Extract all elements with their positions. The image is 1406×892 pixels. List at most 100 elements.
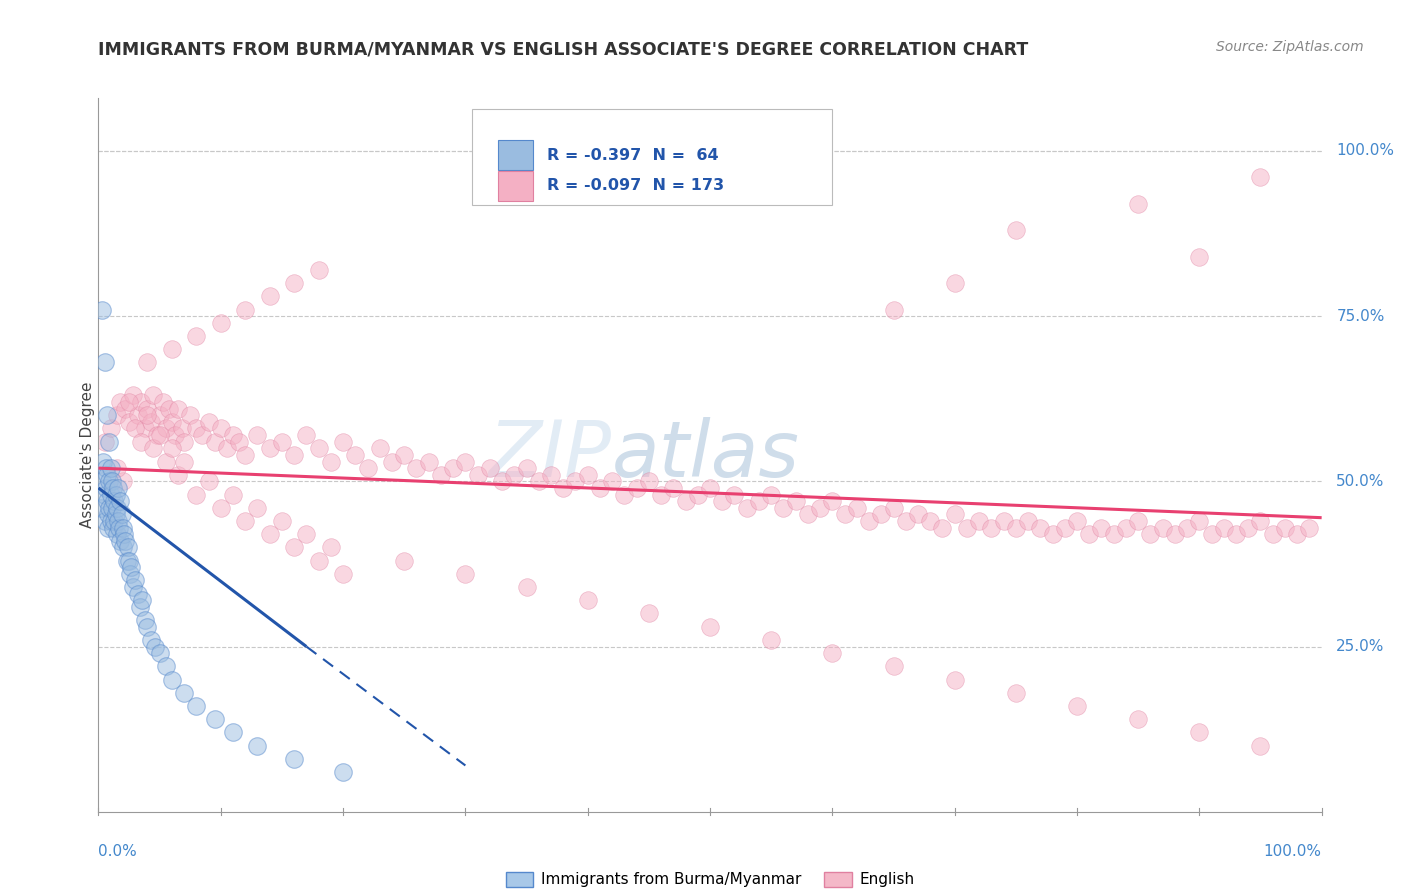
Point: [1249, 514, 1271, 528]
Point: [980, 520, 1002, 534]
Point: [540, 467, 562, 482]
Point: [454, 566, 477, 581]
Point: [160, 415, 183, 429]
Point: [1004, 520, 1026, 534]
Point: [1286, 527, 1309, 541]
Bar: [498, 170, 533, 201]
Point: [139, 415, 162, 429]
Point: [686, 487, 709, 501]
Point: [120, 566, 142, 581]
Point: [332, 765, 354, 780]
Point: [97, 520, 120, 534]
Point: [142, 442, 165, 456]
Point: [117, 541, 139, 555]
Point: [111, 541, 134, 555]
Point: [179, 409, 201, 423]
Point: [467, 467, 489, 482]
Point: [1128, 712, 1150, 726]
Point: [127, 409, 149, 423]
Text: 100.0%: 100.0%: [1336, 144, 1395, 159]
Point: [222, 487, 245, 501]
Y-axis label: Associate's Degree: Associate's Degree: [80, 382, 94, 528]
Point: [108, 520, 131, 534]
Point: [600, 475, 623, 489]
Point: [797, 508, 820, 522]
Point: [1004, 223, 1026, 237]
Point: [821, 646, 844, 660]
Point: [662, 481, 685, 495]
Point: [93, 514, 115, 528]
Point: [332, 566, 354, 581]
Point: [96, 494, 118, 508]
Point: [139, 632, 162, 647]
Point: [233, 514, 256, 528]
Point: [319, 454, 342, 468]
Point: [1164, 527, 1187, 541]
Point: [114, 533, 136, 548]
Point: [1298, 520, 1320, 534]
Point: [209, 500, 232, 515]
Point: [120, 560, 142, 574]
Point: [332, 434, 354, 449]
Point: [418, 454, 440, 468]
Point: [191, 428, 214, 442]
Point: [111, 508, 134, 522]
Point: [405, 461, 427, 475]
Point: [233, 302, 256, 317]
Point: [103, 514, 125, 528]
FancyBboxPatch shape: [471, 109, 832, 205]
Point: [1128, 197, 1150, 211]
Point: [105, 409, 128, 423]
Point: [883, 500, 905, 515]
Point: [152, 395, 174, 409]
Point: [821, 494, 844, 508]
Point: [149, 646, 172, 660]
Point: [1004, 686, 1026, 700]
Point: [131, 593, 153, 607]
Point: [1152, 520, 1174, 534]
Point: [491, 475, 513, 489]
Point: [118, 415, 141, 429]
Point: [967, 514, 990, 528]
Point: [134, 421, 156, 435]
Point: [124, 574, 146, 588]
Point: [943, 508, 966, 522]
Point: [943, 673, 966, 687]
Point: [146, 428, 169, 442]
Point: [160, 673, 183, 687]
Point: [118, 395, 141, 409]
Point: [1128, 514, 1150, 528]
Point: [259, 527, 281, 541]
Point: [1066, 698, 1088, 713]
Point: [186, 487, 208, 501]
Point: [270, 514, 294, 528]
Point: [111, 475, 134, 489]
Point: [1066, 514, 1088, 528]
Point: [515, 461, 537, 475]
Point: [1261, 527, 1284, 541]
Point: [761, 487, 783, 501]
Point: [136, 401, 159, 416]
Point: [98, 500, 121, 515]
Point: [160, 442, 183, 456]
Point: [91, 475, 114, 489]
Point: [93, 355, 115, 369]
Point: [883, 302, 905, 317]
Point: [96, 409, 118, 423]
Point: [699, 481, 721, 495]
Point: [246, 428, 269, 442]
Point: [675, 494, 697, 508]
Point: [173, 454, 195, 468]
Text: R = -0.097  N = 173: R = -0.097 N = 173: [547, 178, 724, 194]
Point: [1139, 527, 1161, 541]
Text: 75.0%: 75.0%: [1336, 309, 1385, 324]
Point: [121, 388, 143, 402]
Point: [259, 442, 281, 456]
Point: [1249, 739, 1271, 753]
Point: [308, 263, 330, 277]
Point: [515, 580, 537, 594]
Point: [197, 475, 219, 489]
Point: [381, 454, 404, 468]
Point: [761, 632, 783, 647]
Point: [576, 593, 599, 607]
